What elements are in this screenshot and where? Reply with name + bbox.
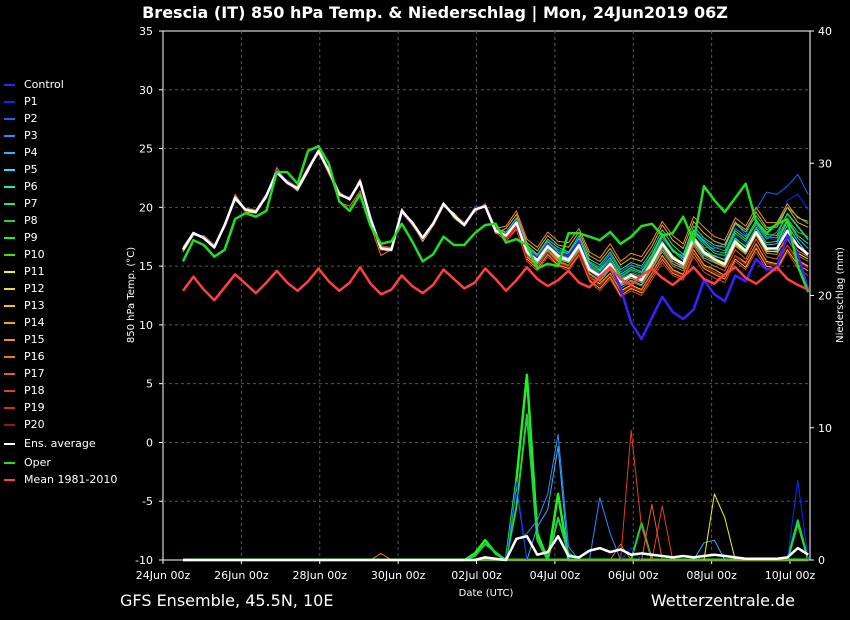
ytick-right-label: 20 (818, 290, 832, 303)
legend-item-p20: P20 (4, 418, 45, 431)
legend-item-p15: P15 (4, 333, 45, 346)
y-axis-right: 40 30 20 10 0 (810, 25, 832, 567)
legend-item-mean-1981-2010: Mean 1981-2010 (4, 473, 117, 486)
legend-label: P14 (24, 316, 45, 329)
temp-line-oper (181, 144, 810, 293)
legend-label: P7 (24, 197, 38, 210)
legend-label: P15 (24, 333, 45, 346)
legend-label: P19 (24, 401, 45, 414)
legend-label: P16 (24, 350, 45, 363)
ytick-right-label: 10 (818, 422, 832, 435)
legend-label: P1 (24, 95, 38, 108)
xtick-label: 28Jun 00z (293, 569, 348, 582)
temperature-lines (181, 144, 810, 341)
footer-site: Wetterzentrale.de (651, 591, 795, 610)
legend-item-p14: P14 (4, 316, 45, 329)
legend-item-p10: P10 (4, 248, 45, 261)
legend-label: P8 (24, 214, 38, 227)
precipitation-lines (183, 373, 810, 562)
legend-item-p17: P17 (4, 367, 45, 380)
xtick-label: 02Jul 00z (451, 569, 502, 582)
footer-source: GFS Ensemble, 45.5N, 10E (120, 591, 333, 610)
legend-label: Mean 1981-2010 (24, 473, 117, 486)
temp-line-ens-average (181, 149, 809, 283)
legend-label: P17 (24, 367, 45, 380)
y-axis-left-label: 850 hPa Temp. (°C) (126, 247, 137, 343)
legend-item-oper: Oper (4, 456, 51, 469)
legend-label: P10 (24, 248, 45, 261)
xtick-label: 30Jun 00z (371, 569, 426, 582)
legend-label: P20 (24, 418, 45, 431)
legend-item-p11: P11 (4, 265, 45, 278)
ytick-left-label: -10 (135, 554, 153, 567)
ytick-left-label: 5 (146, 378, 153, 391)
legend-label: P13 (24, 299, 45, 312)
legend-item-p2: P2 (4, 112, 38, 125)
legend-label: P9 (24, 231, 38, 244)
ytick-left-label: 20 (139, 201, 153, 214)
legend-item-p18: P18 (4, 384, 45, 397)
legend-item-p9: P9 (4, 231, 38, 244)
legend-item-p3: P3 (4, 129, 38, 142)
y-axis-right-label: Niederschlag (mm) (835, 247, 846, 343)
legend-label: Oper (24, 456, 51, 469)
legend-label: P12 (24, 282, 45, 295)
plot-frame (162, 30, 811, 561)
x-axis-label: Date (UTC) (459, 588, 514, 599)
legend: Control P1 P2 P3 P4 P5 P6 P7 P8 P9 P10 P11 P12 P13 P14… (4, 78, 117, 486)
legend-label: P11 (24, 265, 45, 278)
legend-item-p13: P13 (4, 299, 45, 312)
legend-label: P2 (24, 112, 38, 125)
legend-label: Control (24, 78, 64, 91)
temp-line-mean-1981-2010 (181, 266, 809, 302)
legend-item-control: Control (4, 78, 64, 91)
chart-title: Brescia (IT) 850 hPa Temp. & Niederschla… (142, 3, 728, 23)
ytick-left-label: -5 (142, 495, 153, 508)
y-axis-left: 35 30 25 20 15 10 5 0 -5 -10 (135, 25, 163, 567)
ytick-left-label: 35 (139, 25, 153, 38)
legend-item-p1: P1 (4, 95, 38, 108)
ytick-left-label: 0 (146, 436, 153, 449)
legend-item-p16: P16 (4, 350, 45, 363)
ytick-left-label: 15 (139, 260, 153, 273)
x-axis: 24Jun 00z 26Jun 00z 28Jun 00z 30Jun 00z 02Ju… (136, 560, 816, 582)
legend-item-p6: P6 (4, 180, 38, 193)
xtick-label: 04Jul 00z (530, 569, 581, 582)
legend-item-p7: P7 (4, 197, 38, 210)
legend-label: P18 (24, 384, 45, 397)
legend-label: P6 (24, 180, 38, 193)
precip-line-p9 (183, 373, 809, 562)
xtick-label: 06Jul 00z (608, 569, 659, 582)
legend-label: P4 (24, 146, 38, 159)
legend-label: P3 (24, 129, 38, 142)
xtick-label: 26Jun 00z (214, 569, 269, 582)
precip-line-p8 (183, 413, 810, 561)
precip-line-p1 (183, 480, 809, 561)
ytick-right-label: 40 (818, 25, 832, 38)
legend-item-ens-average: Ens. average (4, 437, 96, 450)
precip-line-p11 (183, 493, 809, 561)
gridlines (163, 31, 810, 560)
xtick-label: 08Jul 00z (686, 569, 737, 582)
legend-item-p5: P5 (4, 163, 38, 176)
legend-label: P5 (24, 163, 38, 176)
precip-line-p4 (183, 445, 809, 561)
xtick-label: 10Jul 00z (765, 569, 816, 582)
legend-item-p19: P19 (4, 401, 45, 414)
precip-line-ens-average (183, 534, 809, 562)
legend-label: Ens. average (24, 437, 96, 450)
ytick-right-label: 30 (818, 157, 832, 170)
ytick-left-label: 25 (139, 143, 153, 156)
ytick-left-label: 30 (139, 84, 153, 97)
legend-item-p12: P12 (4, 282, 45, 295)
ytick-right-label: 0 (818, 554, 825, 567)
legend-item-p8: P8 (4, 214, 38, 227)
xtick-label: 24Jun 00z (136, 569, 191, 582)
ytick-left-label: 10 (139, 319, 153, 332)
legend-item-p4: P4 (4, 146, 38, 159)
